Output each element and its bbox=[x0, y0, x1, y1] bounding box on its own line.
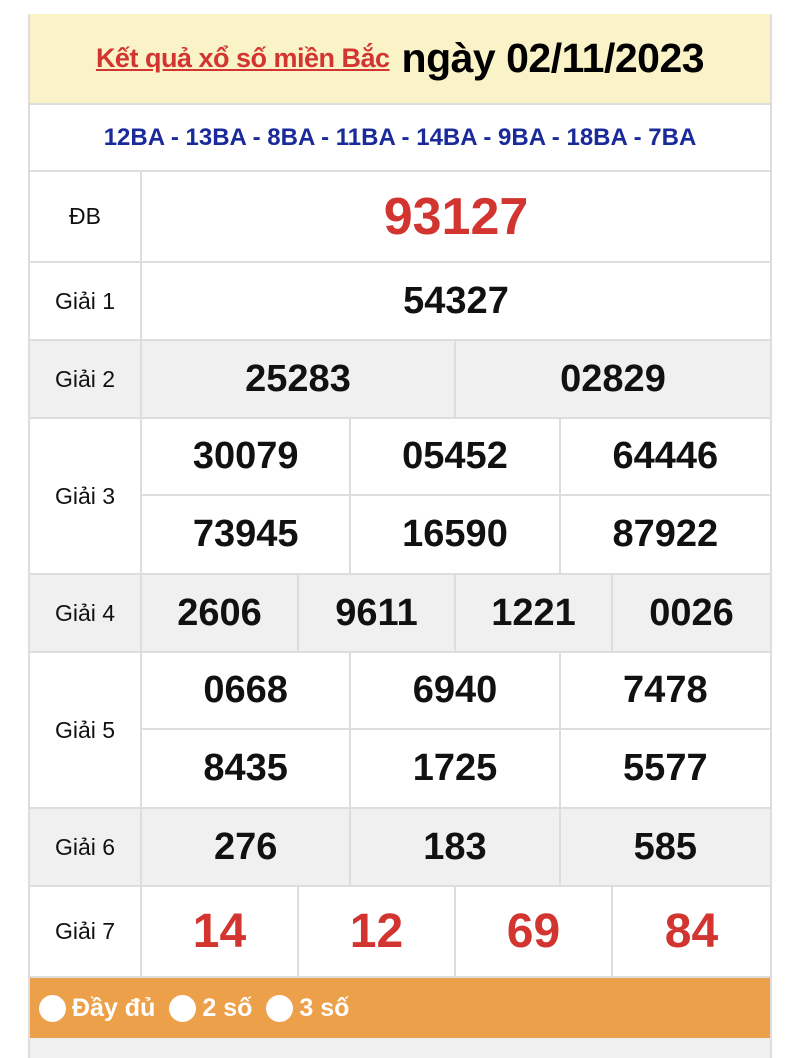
prize-numbers: 93127 bbox=[142, 172, 770, 261]
next-table-edge bbox=[30, 1038, 770, 1058]
prize-number: 1221 bbox=[456, 575, 613, 651]
prize-numbers: 25283 02829 bbox=[142, 341, 770, 417]
prize-label: Giải 5 bbox=[30, 653, 142, 807]
prize-numbers: 14 12 69 84 bbox=[142, 887, 770, 976]
option-label: Đầy đủ bbox=[72, 993, 156, 1022]
option-label: 3 số bbox=[299, 993, 350, 1022]
option-label: 2 số bbox=[202, 993, 253, 1022]
prize-numbers: 54327 bbox=[142, 263, 770, 339]
prize-row: Giải 3 30079 05452 64446 73945 16590 87922 bbox=[30, 419, 770, 575]
prize-numbers: 2606 9611 1221 0026 bbox=[142, 575, 770, 651]
option-2-digits[interactable]: 2 số bbox=[169, 994, 252, 1023]
prize-label: Giải 6 bbox=[30, 809, 142, 885]
results-header: Kết quả xổ số miền Bắc ngày 02/11/2023 bbox=[30, 14, 770, 105]
display-options-bar: Đầy đủ 2 số 3 số bbox=[30, 978, 770, 1038]
prize-number: 12 bbox=[299, 887, 456, 976]
prize-numbers: 30079 05452 64446 73945 16590 87922 bbox=[142, 419, 770, 573]
prize-number: 25283 bbox=[142, 341, 456, 417]
prize-row: ĐB 93127 bbox=[30, 172, 770, 263]
radio-icon[interactable] bbox=[266, 994, 294, 1022]
ticket-codes: 12BA - 13BA - 8BA - 11BA - 14BA - 9BA - … bbox=[30, 105, 770, 172]
prize-number: 05452 bbox=[351, 419, 561, 496]
prize-numbers: 0668 6940 7478 8435 1725 5577 bbox=[142, 653, 770, 807]
draw-date: ngày 02/11/2023 bbox=[401, 35, 705, 81]
option-3-digits[interactable]: 3 số bbox=[266, 994, 349, 1023]
results-table: Kết quả xổ số miền Bắc ngày 02/11/2023 1… bbox=[28, 14, 772, 1058]
prize-number: 0026 bbox=[649, 591, 734, 634]
prize-number: 73945 bbox=[142, 496, 352, 573]
prize-label: Giải 1 bbox=[30, 263, 142, 339]
prize-number: 8435 bbox=[142, 730, 352, 807]
prize-number: 183 bbox=[351, 809, 561, 885]
prize-number: 87922 bbox=[612, 513, 719, 555]
prize-row: Giải 1 54327 bbox=[30, 263, 770, 341]
prize-number: 6940 bbox=[351, 653, 561, 730]
prize-number: 84 bbox=[664, 905, 719, 958]
prize-number: 14 bbox=[142, 887, 299, 976]
prize-number: 585 bbox=[633, 825, 698, 868]
prize-numbers: 276 183 585 bbox=[142, 809, 770, 885]
prize-number: 276 bbox=[142, 809, 352, 885]
prize-number: 2606 bbox=[142, 575, 299, 651]
prize-label: Giải 3 bbox=[30, 419, 142, 573]
prize-label: Giải 7 bbox=[30, 887, 142, 976]
prize-label: Giải 4 bbox=[30, 575, 142, 651]
prize-row: Giải 5 0668 6940 7478 8435 1725 5577 bbox=[30, 653, 770, 809]
prize-number: 93127 bbox=[383, 187, 529, 246]
radio-icon[interactable] bbox=[169, 994, 197, 1022]
option-full[interactable]: Đầy đủ bbox=[39, 994, 155, 1023]
results-title-link[interactable]: Kết quả xổ số miền Bắc bbox=[95, 43, 390, 73]
prize-row: Giải 4 2606 9611 1221 0026 bbox=[30, 575, 770, 653]
prize-number: 5577 bbox=[623, 747, 708, 789]
prize-number: 7478 bbox=[560, 653, 770, 730]
prize-number: 69 bbox=[456, 887, 613, 976]
prize-row: Giải 7 14 12 69 84 bbox=[30, 887, 770, 978]
prize-number: 9611 bbox=[299, 575, 456, 651]
prize-number: 0668 bbox=[142, 653, 352, 730]
radio-icon[interactable] bbox=[39, 994, 66, 1022]
prize-rows: ĐB 93127 Giải 1 54327 Giải 2 25283 02829 Giải 3… bbox=[30, 172, 770, 978]
prize-label: Giải 2 bbox=[30, 341, 142, 417]
prize-row: Giải 2 25283 02829 bbox=[30, 341, 770, 419]
prize-number: 30079 bbox=[142, 419, 352, 496]
prize-number: 1725 bbox=[351, 730, 561, 807]
prize-number: 16590 bbox=[351, 496, 561, 573]
prize-label: ĐB bbox=[30, 172, 142, 261]
prize-number: 02829 bbox=[560, 357, 666, 400]
prize-number: 64446 bbox=[560, 419, 770, 496]
prize-number: 54327 bbox=[403, 279, 509, 322]
prize-row: Giải 6 276 183 585 bbox=[30, 809, 770, 887]
